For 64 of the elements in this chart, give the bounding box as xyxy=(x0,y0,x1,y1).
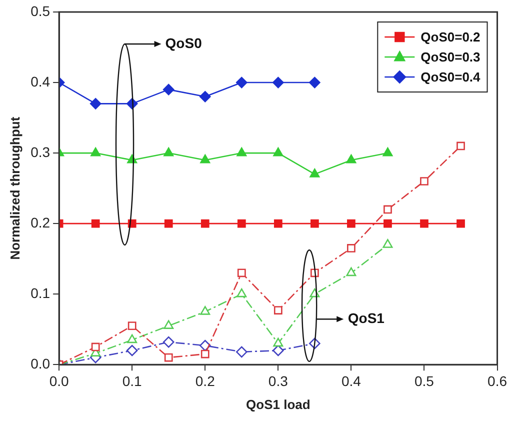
point xyxy=(420,219,428,228)
x-tick-label: 0.0 xyxy=(49,372,70,389)
y-tick-label: 0.0 xyxy=(30,355,50,372)
point xyxy=(91,342,100,352)
point xyxy=(162,84,174,96)
point xyxy=(162,336,174,348)
y-axis-title: Normalized throughput xyxy=(7,116,22,260)
point xyxy=(164,320,174,329)
point xyxy=(200,306,210,315)
point xyxy=(382,147,393,156)
point xyxy=(346,267,356,276)
point xyxy=(310,219,319,228)
legend-label: QoS0=0.3 xyxy=(420,50,480,65)
point xyxy=(347,219,356,228)
point xyxy=(237,219,246,228)
point xyxy=(346,154,356,164)
point xyxy=(456,142,465,150)
point xyxy=(236,76,248,88)
x-tick-label: 0.3 xyxy=(268,372,288,389)
point xyxy=(90,98,102,110)
point xyxy=(310,168,320,178)
point xyxy=(127,334,138,344)
annotation: QoS0 xyxy=(165,34,202,51)
x-tick-label: 0.1 xyxy=(122,372,142,389)
point xyxy=(237,268,246,278)
point xyxy=(90,147,101,156)
y-tick-label: 0.2 xyxy=(30,214,50,230)
point xyxy=(164,219,173,228)
x-tick-label: 0.2 xyxy=(195,372,216,389)
point xyxy=(382,239,393,248)
point xyxy=(456,219,465,228)
point xyxy=(128,322,136,330)
point xyxy=(273,147,284,156)
point xyxy=(273,338,284,347)
point xyxy=(164,147,174,156)
y-tick-label: 0.1 xyxy=(30,284,50,301)
point xyxy=(272,76,284,88)
point xyxy=(164,353,173,362)
point xyxy=(274,219,282,228)
point xyxy=(236,147,247,156)
x-tick-label: 0.6 xyxy=(488,372,508,389)
point xyxy=(274,306,282,314)
point xyxy=(347,244,356,252)
point xyxy=(126,344,138,356)
y-tick-label: 0.3 xyxy=(30,144,50,160)
point xyxy=(236,346,248,358)
point xyxy=(200,154,210,164)
point xyxy=(384,219,392,228)
x-axis-title: QoS1 load xyxy=(246,396,310,412)
point xyxy=(200,350,210,358)
y-tick-label: 0.5 xyxy=(30,2,50,19)
legend-label: QoS0=0.2 xyxy=(420,30,480,45)
point xyxy=(236,288,247,298)
x-tick-label: 0.4 xyxy=(341,372,362,389)
legend-label: QoS0=0.4 xyxy=(420,70,482,85)
point xyxy=(309,76,320,88)
x-tick-label: 0.5 xyxy=(414,372,434,389)
point xyxy=(91,219,100,228)
annotation: QoS1 xyxy=(348,310,384,326)
point xyxy=(384,205,392,214)
point xyxy=(199,90,211,102)
point xyxy=(200,219,210,228)
point xyxy=(420,177,428,186)
y-tick-label: 0.4 xyxy=(30,73,50,90)
